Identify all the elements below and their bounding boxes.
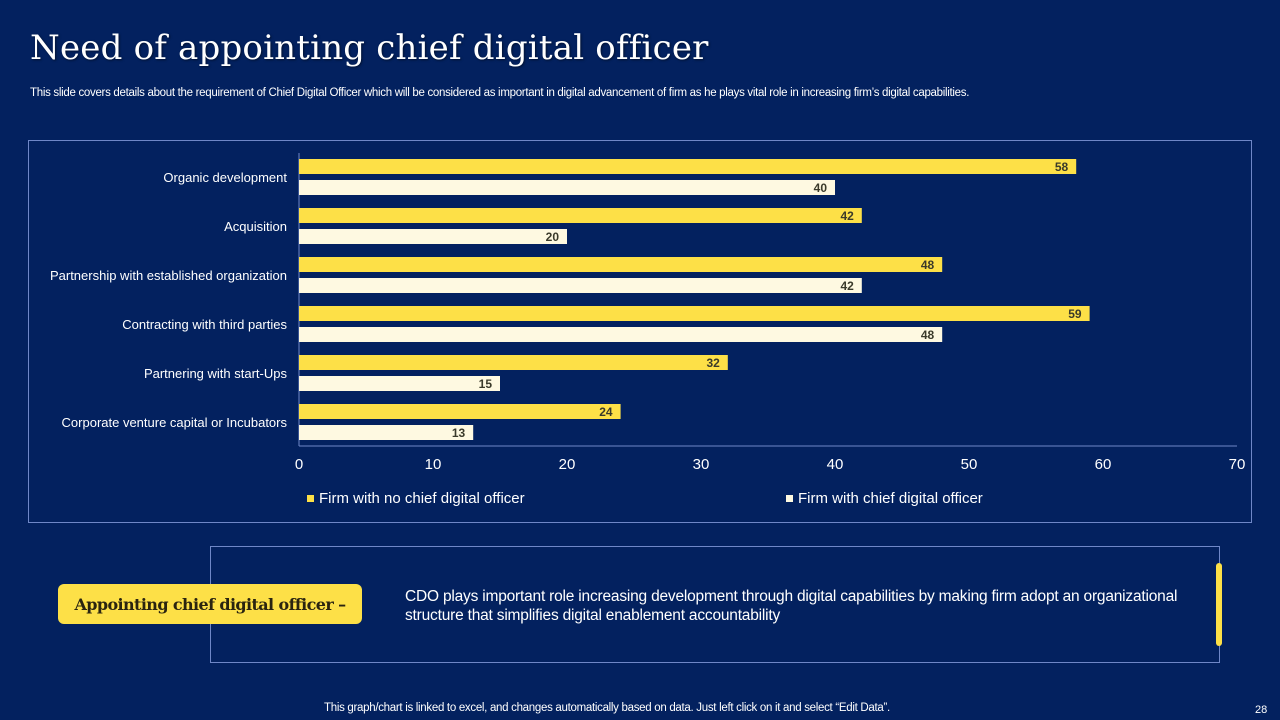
- category-label: Corporate venture capital or Incubators: [62, 415, 288, 430]
- footer-note: This graph/chart is linked to excel, and…: [324, 702, 890, 714]
- data-label: 58: [1055, 160, 1069, 174]
- legend-swatch: [786, 495, 793, 502]
- data-label: 24: [599, 405, 613, 419]
- x-tick-label: 70: [1229, 456, 1246, 473]
- page-number: 28: [1255, 704, 1268, 716]
- x-tick-label: 0: [295, 456, 303, 473]
- bar-no-cdo[interactable]: [299, 355, 728, 370]
- legend-label: Firm with chief digital officer: [798, 490, 983, 507]
- x-tick-label: 50: [961, 456, 978, 473]
- bar-no-cdo[interactable]: [299, 306, 1090, 321]
- data-label: 42: [840, 279, 854, 293]
- x-tick-label: 40: [827, 456, 844, 473]
- bar-with-cdo[interactable]: [299, 425, 474, 440]
- callout-text: CDO plays important role increasing deve…: [405, 588, 1178, 624]
- category-label: Organic development: [163, 170, 287, 185]
- slide-subtitle: This slide covers details about the requ…: [30, 87, 970, 99]
- x-tick-label: 60: [1095, 456, 1112, 473]
- slide-title: Need of appointing chief digital officer: [30, 28, 709, 68]
- x-tick-label: 10: [425, 456, 442, 473]
- data-label: 48: [921, 328, 935, 342]
- bar-chart[interactable]: Organic development 58 40 Acquisition 42 20 Pa…: [29, 141, 1253, 524]
- legend-swatch: [307, 495, 314, 502]
- data-label: 59: [1068, 307, 1082, 321]
- category-label: Acquisition: [224, 219, 287, 234]
- data-label: 48: [921, 258, 935, 272]
- callout-label: Appointing chief digital officer –: [58, 584, 362, 624]
- x-tick-label: 30: [693, 456, 710, 473]
- data-label: 40: [814, 181, 828, 195]
- data-label: 42: [840, 209, 854, 223]
- bar-no-cdo[interactable]: [299, 159, 1077, 174]
- callout-accent-bar: [1216, 563, 1222, 646]
- data-label: 32: [706, 356, 720, 370]
- category-label: Partnership with established organizatio…: [50, 268, 287, 283]
- bar-no-cdo[interactable]: [299, 404, 621, 419]
- bar-no-cdo[interactable]: [299, 257, 943, 272]
- legend-label: Firm with no chief digital officer: [319, 490, 525, 507]
- bar-with-cdo[interactable]: [299, 327, 943, 342]
- x-tick-label: 20: [559, 456, 576, 473]
- category-label: Partnering with start-Ups: [144, 366, 288, 381]
- bar-with-cdo[interactable]: [299, 229, 567, 244]
- data-label: 13: [452, 426, 466, 440]
- category-label: Contracting with third parties: [122, 317, 287, 332]
- bar-with-cdo[interactable]: [299, 376, 500, 391]
- data-label: 20: [546, 230, 560, 244]
- chart-frame[interactable]: Organic development 58 40 Acquisition 42 20 Pa…: [28, 140, 1252, 523]
- bar-with-cdo[interactable]: [299, 180, 835, 195]
- bar-with-cdo[interactable]: [299, 278, 862, 293]
- bar-no-cdo[interactable]: [299, 208, 862, 223]
- data-label: 15: [479, 377, 493, 391]
